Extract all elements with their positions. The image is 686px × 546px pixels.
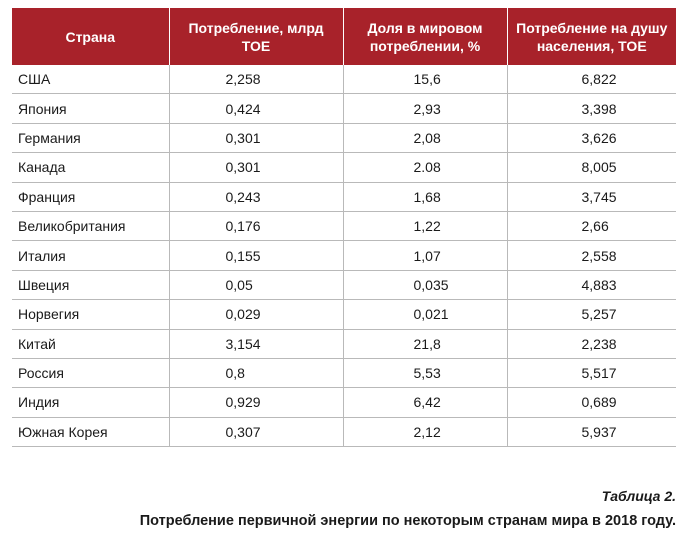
country-cell: Россия: [12, 358, 170, 389]
country-cell: Япония: [12, 93, 170, 124]
table-row: Великобритания 0,176 1,22 2,66: [12, 211, 676, 242]
world-share-cell: 15,6: [343, 65, 508, 95]
world-share-cell: 5,53: [343, 358, 508, 389]
per-capita-cell: 8,005: [507, 152, 676, 183]
country-cell: Франция: [12, 182, 170, 212]
header-world-share: Доля в мировом потреблении, %: [343, 8, 508, 65]
consumption-cell: 0,301: [169, 152, 344, 183]
table-row: Южная Корея 0,307 2,12 5,937: [12, 417, 676, 448]
country-cell: Великобритания: [12, 211, 170, 242]
consumption-cell: 0,176: [169, 211, 344, 242]
per-capita-cell: 3,745: [507, 182, 676, 212]
consumption-cell: 0,243: [169, 182, 344, 212]
table-row: Россия 0,8 5,53 5,517: [12, 358, 676, 389]
country-cell: Китай: [12, 329, 170, 359]
country-cell: Индия: [12, 387, 170, 418]
consumption-cell: 0,424: [169, 93, 344, 124]
consumption-cell: 3,154: [169, 329, 344, 359]
world-share-cell: 0,035: [343, 270, 508, 301]
per-capita-cell: 6,822: [507, 65, 676, 95]
energy-consumption-table: Страна Потребление, млрд TOE Доля в миро…: [12, 8, 676, 448]
consumption-cell: 0,307: [169, 417, 344, 448]
table-row: Китай 3,154 21,8 2,238: [12, 329, 676, 359]
country-cell: Швеция: [12, 270, 170, 301]
table-row: Япония 0,424 2,93 3,398: [12, 93, 676, 124]
per-capita-cell: 2,558: [507, 240, 676, 271]
header-country: Страна: [12, 8, 170, 65]
per-capita-cell: 3,398: [507, 93, 676, 124]
consumption-cell: 0,301: [169, 123, 344, 154]
world-share-cell: 2,12: [343, 417, 508, 448]
table-row: Франция 0,243 1,68 3,745: [12, 182, 676, 212]
world-share-cell: 1,22: [343, 211, 508, 242]
per-capita-cell: 5,257: [507, 299, 676, 330]
per-capita-cell: 2,66: [507, 211, 676, 242]
world-share-cell: 2,93: [343, 93, 508, 124]
per-capita-cell: 3,626: [507, 123, 676, 154]
world-share-cell: 0,021: [343, 299, 508, 330]
consumption-cell: 0,155: [169, 240, 344, 271]
table-row: Швеция 0,05 0,035 4,883: [12, 270, 676, 301]
table-row: Индия 0,929 6,42 0,689: [12, 387, 676, 418]
country-cell: Германия: [12, 123, 170, 154]
consumption-cell: 2,258: [169, 65, 344, 95]
table-header-row: Страна Потребление, млрд TOE Доля в миро…: [12, 8, 676, 65]
table-body: США 2,258 15,6 6,822 Япония 0,424 2,93 3,398 Гер…: [12, 65, 676, 448]
world-share-cell: 2,08: [343, 123, 508, 154]
world-share-cell: 1,07: [343, 240, 508, 271]
consumption-cell: 0,029: [169, 299, 344, 330]
per-capita-cell: 2,238: [507, 329, 676, 359]
country-cell: Норвегия: [12, 299, 170, 330]
per-capita-cell: 5,937: [507, 417, 676, 448]
table-row: Норвегия 0,029 0,021 5,257: [12, 299, 676, 330]
country-cell: Южная Корея: [12, 417, 170, 448]
per-capita-cell: 0,689: [507, 387, 676, 418]
table-row: Германия 0,301 2,08 3,626: [12, 123, 676, 154]
per-capita-cell: 4,883: [507, 270, 676, 301]
world-share-cell: 6,42: [343, 387, 508, 418]
header-per-capita: Потребление на душу населения, TOE: [507, 8, 676, 65]
consumption-cell: 0,8: [169, 358, 344, 389]
table-row: США 2,258 15,6 6,822: [12, 65, 676, 95]
consumption-cell: 0,05: [169, 270, 344, 301]
table-row: Италия 0,155 1,07 2,558: [12, 240, 676, 271]
country-cell: Италия: [12, 240, 170, 271]
country-cell: США: [12, 65, 170, 95]
world-share-cell: 2.08: [343, 152, 508, 183]
world-share-cell: 21,8: [343, 329, 508, 359]
table-caption-label: Таблица 2.: [601, 488, 676, 504]
table-caption-text: Потребление первичной энергии по некотор…: [139, 513, 676, 529]
header-consumption: Потребление, млрд TOE: [169, 8, 344, 65]
world-share-cell: 1,68: [343, 182, 508, 212]
table-row: Канада 0,301 2.08 8,005: [12, 152, 676, 183]
country-cell: Канада: [12, 152, 170, 183]
consumption-cell: 0,929: [169, 387, 344, 418]
per-capita-cell: 5,517: [507, 358, 676, 389]
